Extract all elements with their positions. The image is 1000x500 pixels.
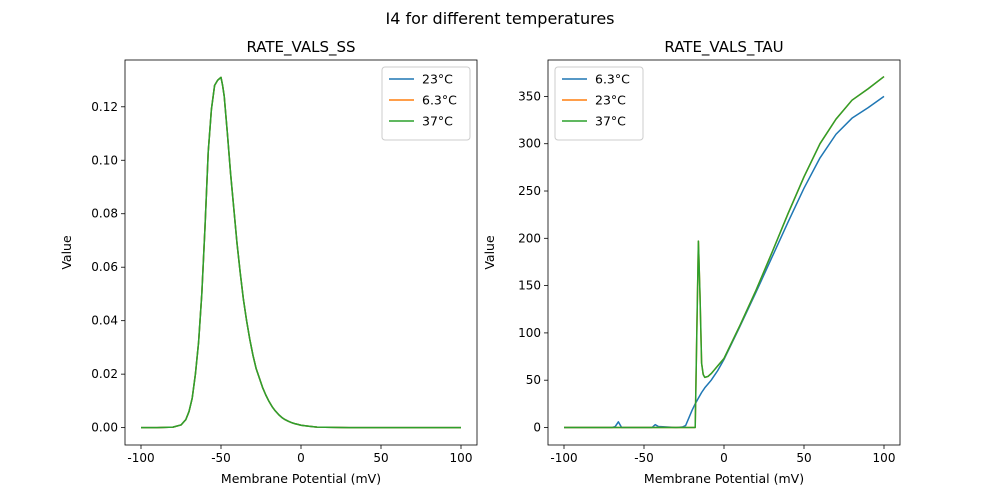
series-group [564, 75, 885, 429]
chart-panel-rate-vals-tau: RATE_VALS_TAU -100 -50 0 50 100 0 50 100 150 200 25… [482, 38, 901, 486]
x-axis-label: Membrane Potential (mV) [221, 471, 381, 486]
x-tick-label: -50 [634, 451, 654, 465]
x-tick-label: 50 [796, 451, 811, 465]
x-tick-label: -100 [550, 451, 577, 465]
y-tick-label: 350 [518, 89, 541, 103]
y-tick-label: 100 [518, 326, 541, 340]
y-tick-label: 0.08 [91, 207, 118, 221]
x-tick-label: -100 [127, 451, 154, 465]
legend-label: 6.3°C [422, 93, 457, 108]
y-axis-label: Value [59, 235, 74, 270]
y-tick-label: 300 [518, 137, 541, 151]
x-tick-label: 100 [450, 451, 473, 465]
y-tick-label: 0.02 [91, 367, 118, 381]
y-tick-label: 250 [518, 184, 541, 198]
x-tick-label: -50 [211, 451, 231, 465]
x-tick-label: 0 [297, 451, 305, 465]
y-tick-label: 0.10 [91, 153, 118, 167]
y-tick-label: 150 [518, 279, 541, 293]
series-line [564, 75, 885, 429]
y-tick-label: 50 [526, 373, 541, 387]
y-tick-label: 0 [533, 421, 541, 435]
y-tick-label: 0.12 [91, 100, 118, 114]
series-line [564, 95, 885, 429]
x-tick-label: 0 [720, 451, 728, 465]
series-line [141, 76, 461, 429]
legend-label: 6.3°C [595, 72, 630, 87]
x-tick-label: 50 [373, 451, 388, 465]
y-axis-label: Value [482, 235, 497, 270]
y-tick-label: 0.04 [91, 314, 118, 328]
x-tick-label: 100 [873, 451, 896, 465]
legend: 6.3°C 23°C 37°C [554, 66, 644, 141]
y-tick-label: 200 [518, 231, 541, 245]
series-group [141, 76, 461, 429]
x-axis-label: Membrane Potential (mV) [644, 471, 804, 486]
legend-label: 23°C [595, 93, 626, 108]
legend-label: 23°C [422, 72, 453, 87]
legend: 23°C 6.3°C 37°C [381, 66, 471, 141]
chart-panel-rate-vals-ss: RATE_VALS_SS -100 -50 0 50 100 0.00 0.02 0.04 0.0… [59, 38, 478, 486]
chart-title: RATE_VALS_SS [246, 38, 355, 57]
y-tick-label: 0.06 [91, 260, 118, 274]
y-tick-label: 0.00 [91, 421, 118, 435]
figure-suptitle: I4 for different temperatures [385, 9, 614, 28]
legend-label: 37°C [595, 114, 626, 129]
chart-title: RATE_VALS_TAU [664, 38, 783, 57]
legend-label: 37°C [422, 114, 453, 129]
